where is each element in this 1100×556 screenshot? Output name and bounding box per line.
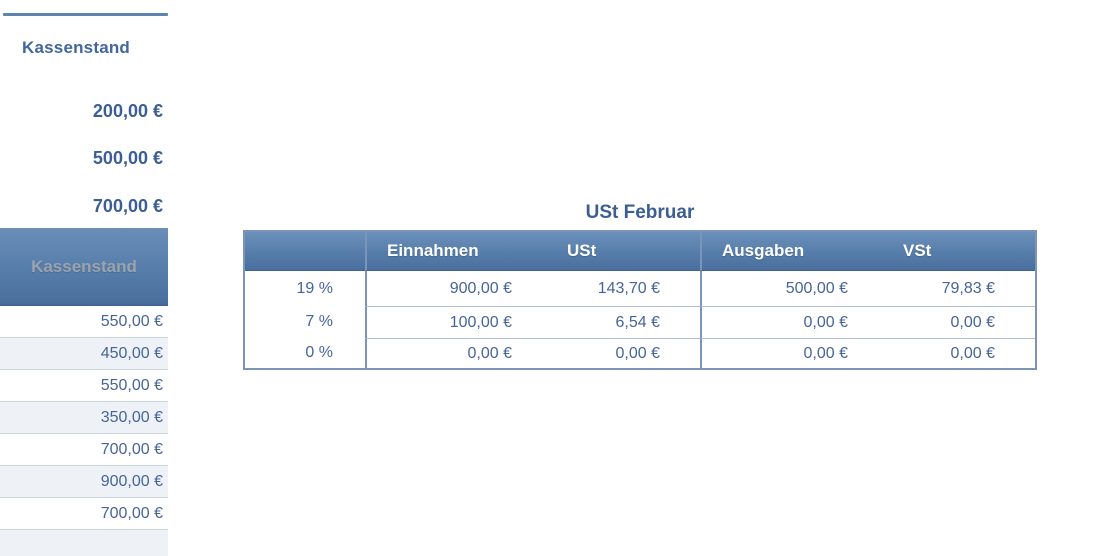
kassenstand-column-header[interactable]: Kassenstand: [0, 228, 168, 306]
column-header-vst[interactable]: VSt: [868, 232, 1035, 271]
value-cell-ausgaben[interactable]: 0,00 €: [700, 338, 868, 368]
value-cell-vst[interactable]: 79,83 €: [868, 271, 1035, 306]
column-header-blank[interactable]: [245, 232, 365, 271]
kassenstand-section-label[interactable]: Kassenstand: [22, 38, 131, 57]
value-cell-ust[interactable]: 143,70 €: [532, 271, 700, 306]
value-cell-einnahmen[interactable]: 900,00 €: [365, 271, 532, 306]
value-cell-ausgaben[interactable]: 500,00 €: [700, 271, 868, 306]
column-header-ausgaben[interactable]: Ausgaben: [700, 232, 868, 271]
ust-table-title[interactable]: USt Februar: [585, 202, 695, 223]
ust-februar-table: Einnahmen USt Ausgaben VSt 19 % 900,00 €…: [243, 230, 1037, 370]
kassenstand-empty-cell[interactable]: [0, 530, 168, 556]
value-cell-ausgaben[interactable]: 0,00 €: [700, 306, 868, 338]
kassenstand-rows: 550,00 € 450,00 € 550,00 € 350,00 € 700,…: [0, 306, 168, 556]
column-header-einnahmen[interactable]: Einnahmen: [365, 232, 532, 271]
kassenstand-top-value[interactable]: 700,00 €: [92, 196, 163, 216]
table-top-border: [3, 13, 168, 16]
kassenstand-cell[interactable]: 900,00 €: [0, 466, 168, 498]
value-cell-ust[interactable]: 6,54 €: [532, 306, 700, 338]
kassenstand-cell[interactable]: 450,00 €: [0, 338, 168, 370]
kassenstand-top-value[interactable]: 500,00 €: [92, 148, 163, 168]
kassenstand-top-value[interactable]: 200,00 €: [92, 101, 163, 121]
value-cell-vst[interactable]: 0,00 €: [868, 306, 1035, 338]
value-cell-vst[interactable]: 0,00 €: [868, 338, 1035, 368]
kassenstand-cell[interactable]: 550,00 €: [0, 306, 168, 338]
kassenstand-cell[interactable]: 700,00 €: [0, 434, 168, 466]
rate-cell[interactable]: 0 %: [245, 338, 365, 368]
kassenstand-cell[interactable]: 550,00 €: [0, 370, 168, 402]
rate-cell[interactable]: 19 %: [245, 271, 365, 306]
kassenstand-sheet: Kassenstand 200,00 € 500,00 € 700,00 € K…: [0, 0, 168, 556]
value-cell-einnahmen[interactable]: 0,00 €: [365, 338, 532, 368]
column-header-ust[interactable]: USt: [532, 232, 700, 271]
value-cell-einnahmen[interactable]: 100,00 €: [365, 306, 532, 338]
value-cell-ust[interactable]: 0,00 €: [532, 338, 700, 368]
kassenstand-cell[interactable]: 350,00 €: [0, 402, 168, 434]
rate-cell[interactable]: 7 %: [245, 306, 365, 338]
kassenstand-cell[interactable]: 700,00 €: [0, 498, 168, 530]
